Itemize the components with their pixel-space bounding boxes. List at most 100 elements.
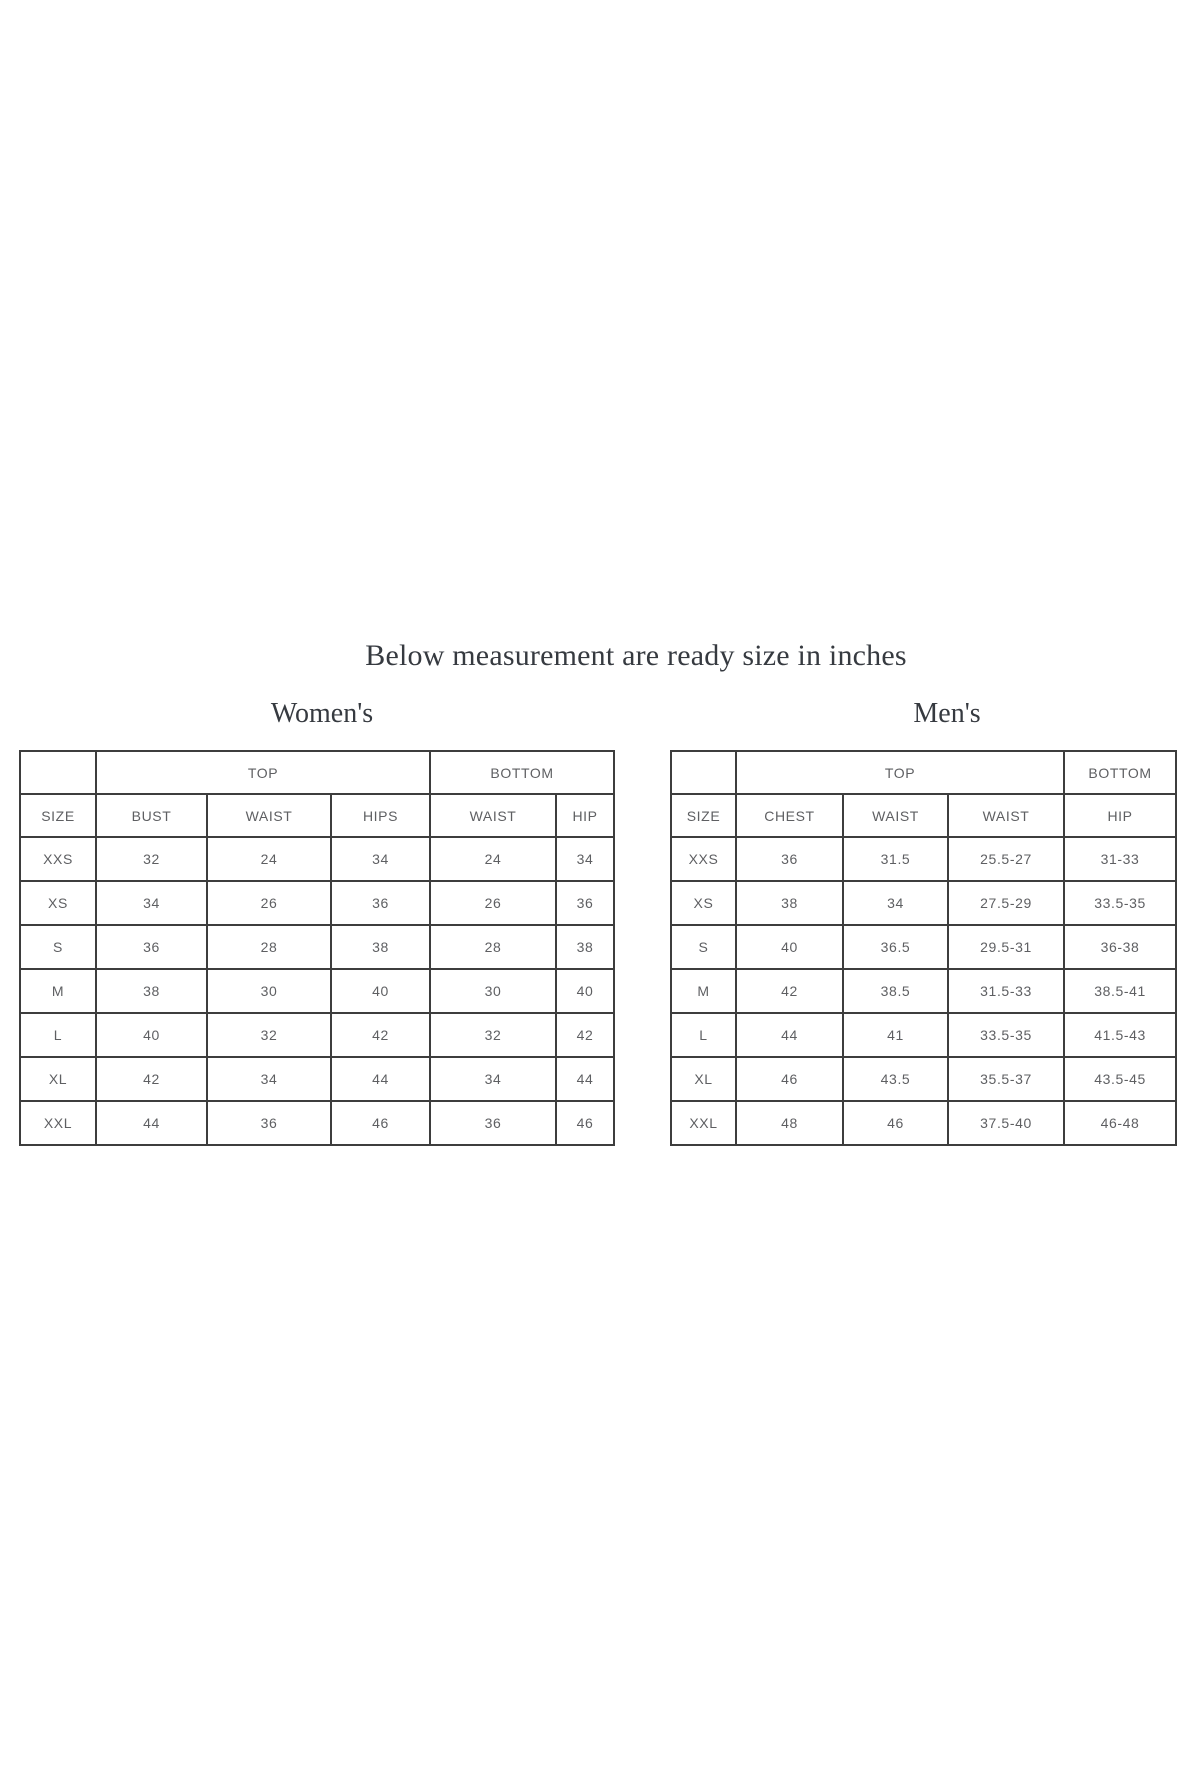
- womens-group-header-row: TOP BOTTOM: [19, 750, 616, 795]
- bottom-group-header: BOTTOM: [1063, 750, 1178, 795]
- measurement-cell: 38: [555, 924, 616, 970]
- size-label-cell: XL: [670, 1056, 737, 1102]
- mens-table-body: XXS 36 31.5 25.5-27 31-33 XS 38 34 27.5-29 33.5-3…: [670, 836, 1178, 1146]
- mens-group-header-row: TOP BOTTOM: [670, 750, 1178, 795]
- measurement-cell: 36: [735, 836, 844, 882]
- size-label-cell: S: [670, 924, 737, 970]
- measurement-cell: 36: [555, 880, 616, 926]
- measurement-cell: 34: [206, 1056, 332, 1102]
- measurement-cell: 28: [206, 924, 332, 970]
- measurement-cell: 48: [735, 1100, 844, 1146]
- bottom-hip-column-header: HIP: [1063, 793, 1178, 838]
- size-label-cell: XXL: [19, 1100, 97, 1146]
- mens-column-header-row: SIZE CHEST WAIST WAIST HIP: [670, 793, 1178, 838]
- table-row: M 38 30 40 30 40: [19, 968, 616, 1014]
- measurement-cell: 32: [429, 1012, 558, 1058]
- table-row: XXS 32 24 34 24 34: [19, 836, 616, 882]
- mens-size-table-container: TOP BOTTOM SIZE CHEST WAIST WAIST HIP XX…: [670, 750, 1178, 1146]
- bottom-waist-column-header: WAIST: [429, 793, 558, 838]
- bust-column-header: BUST: [95, 793, 208, 838]
- measurement-cell: 37.5-40: [946, 1100, 1066, 1146]
- measurement-cell: 44: [555, 1056, 616, 1102]
- measurement-cell: 34: [842, 880, 949, 926]
- mens-size-table: TOP BOTTOM SIZE CHEST WAIST WAIST HIP XX…: [670, 750, 1178, 1146]
- measurement-cell: 27.5-29: [946, 880, 1066, 926]
- measurement-cell: 41: [842, 1012, 949, 1058]
- waist-column-header: WAIST: [206, 793, 332, 838]
- size-column-header: SIZE: [670, 793, 737, 838]
- empty-header-cell: [19, 750, 97, 795]
- measurement-cell: 41.5-43: [1063, 1012, 1178, 1058]
- measurement-cell: 31.5-33: [946, 968, 1066, 1014]
- size-label-cell: L: [670, 1012, 737, 1058]
- measurement-cell: 32: [206, 1012, 332, 1058]
- measurement-cell: 44: [329, 1056, 432, 1102]
- measurement-cell: 46-48: [1063, 1100, 1178, 1146]
- table-row: XS 38 34 27.5-29 33.5-35: [670, 880, 1178, 926]
- size-label-cell: XXS: [670, 836, 737, 882]
- measurement-cell: 44: [95, 1100, 208, 1146]
- table-row: XXL 48 46 37.5-40 46-48: [670, 1100, 1178, 1146]
- measurement-cell: 33.5-35: [1063, 880, 1178, 926]
- measurement-cell: 42: [329, 1012, 432, 1058]
- measurement-cell: 26: [206, 880, 332, 926]
- measurement-cell: 30: [206, 968, 332, 1014]
- measurement-cell: 24: [206, 836, 332, 882]
- waist-column-header: WAIST: [842, 793, 949, 838]
- measurement-cell: 33.5-35: [946, 1012, 1066, 1058]
- measurement-cell: 46: [842, 1100, 949, 1146]
- bottom-hip-column-header: HIP: [555, 793, 616, 838]
- measurement-cell: 36: [95, 924, 208, 970]
- measurement-cell: 42: [735, 968, 844, 1014]
- measurement-cell: 34: [95, 880, 208, 926]
- size-label-cell: M: [19, 968, 97, 1014]
- top-group-header: TOP: [734, 750, 1066, 795]
- womens-size-table-container: TOP BOTTOM SIZE BUST WAIST HIPS WAIST HI…: [19, 750, 616, 1146]
- measurement-cell: 38: [95, 968, 208, 1014]
- table-row: XXL 44 36 46 36 46: [19, 1100, 616, 1146]
- size-label-cell: S: [19, 924, 97, 970]
- measurement-cell: 46: [555, 1100, 616, 1146]
- table-row: XS 34 26 36 26 36: [19, 880, 616, 926]
- page-title: Below measurement are ready size in inch…: [365, 639, 907, 672]
- measurement-cell: 38.5: [842, 968, 949, 1014]
- chest-column-header: CHEST: [735, 793, 844, 838]
- measurement-cell: 25.5-27: [946, 836, 1066, 882]
- womens-size-table: TOP BOTTOM SIZE BUST WAIST HIPS WAIST HI…: [19, 750, 616, 1146]
- size-label-cell: L: [19, 1012, 97, 1058]
- measurement-cell: 32: [95, 836, 208, 882]
- mens-heading: Men's: [913, 698, 981, 729]
- table-row: S 36 28 38 28 38: [19, 924, 616, 970]
- measurement-cell: 34: [329, 836, 432, 882]
- measurement-cell: 36-38: [1063, 924, 1178, 970]
- bottom-waist-column-header: WAIST: [946, 793, 1066, 838]
- measurement-cell: 26: [429, 880, 558, 926]
- measurement-cell: 40: [735, 924, 844, 970]
- measurement-cell: 24: [429, 836, 558, 882]
- womens-heading: Women's: [270, 698, 374, 729]
- table-row: XL 42 34 44 34 44: [19, 1056, 616, 1102]
- table-row: M 42 38.5 31.5-33 38.5-41: [670, 968, 1178, 1014]
- table-row: L 40 32 42 32 42: [19, 1012, 616, 1058]
- measurement-cell: 42: [555, 1012, 616, 1058]
- size-label-cell: XS: [19, 880, 97, 926]
- measurement-cell: 28: [429, 924, 558, 970]
- size-column-header: SIZE: [19, 793, 97, 838]
- table-row: XL 46 43.5 35.5-37 43.5-45: [670, 1056, 1178, 1102]
- measurement-cell: 44: [735, 1012, 844, 1058]
- size-label-cell: XXS: [19, 836, 97, 882]
- size-label-cell: XS: [670, 880, 737, 926]
- bottom-group-header: BOTTOM: [429, 750, 616, 795]
- measurement-cell: 36.5: [842, 924, 949, 970]
- measurement-cell: 38: [329, 924, 432, 970]
- table-row: XXS 36 31.5 25.5-27 31-33: [670, 836, 1178, 882]
- size-label-cell: XL: [19, 1056, 97, 1102]
- measurement-cell: 34: [555, 836, 616, 882]
- measurement-cell: 38.5-41: [1063, 968, 1178, 1014]
- measurement-cell: 35.5-37: [946, 1056, 1066, 1102]
- top-group-header: TOP: [94, 750, 432, 795]
- measurement-cell: 36: [206, 1100, 332, 1146]
- measurement-cell: 43.5: [842, 1056, 949, 1102]
- womens-column-header-row: SIZE BUST WAIST HIPS WAIST HIP: [19, 793, 616, 838]
